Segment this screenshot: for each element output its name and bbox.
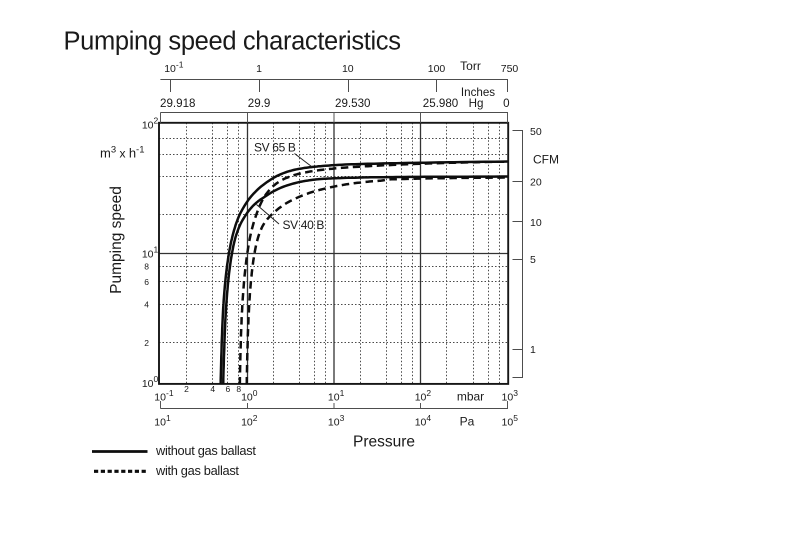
svg-text:29.9: 29.9 bbox=[248, 97, 271, 110]
svg-text:29.918: 29.918 bbox=[160, 97, 195, 110]
svg-text:0: 0 bbox=[503, 97, 509, 110]
svg-text:10: 10 bbox=[142, 120, 154, 132]
svg-text:6: 6 bbox=[144, 277, 149, 287]
svg-text:10: 10 bbox=[142, 249, 154, 261]
svg-text:50: 50 bbox=[530, 126, 542, 138]
svg-text:Pa: Pa bbox=[460, 415, 475, 429]
svg-text:with gas ballast: with gas ballast bbox=[155, 463, 239, 478]
svg-text:29.530: 29.530 bbox=[335, 97, 370, 110]
svg-text:2: 2 bbox=[184, 384, 189, 394]
svg-text:100: 100 bbox=[428, 63, 446, 75]
svg-text:10: 10 bbox=[342, 63, 354, 75]
svg-text:1: 1 bbox=[530, 344, 536, 356]
svg-text:CFM: CFM bbox=[533, 153, 559, 167]
svg-text:8: 8 bbox=[236, 384, 241, 394]
svg-text:mbar: mbar bbox=[457, 390, 484, 404]
svg-text:5: 5 bbox=[530, 254, 536, 266]
svg-text:Hg: Hg bbox=[469, 97, 484, 110]
svg-text:4: 4 bbox=[144, 300, 149, 310]
svg-text:8: 8 bbox=[144, 261, 149, 271]
svg-text:1: 1 bbox=[154, 245, 159, 255]
svg-text:20: 20 bbox=[530, 177, 542, 189]
svg-text:10: 10 bbox=[142, 378, 154, 390]
svg-text:Pressure: Pressure bbox=[353, 434, 415, 451]
svg-text:SV 40 B: SV 40 B bbox=[283, 218, 325, 232]
svg-text:25.980: 25.980 bbox=[423, 97, 458, 110]
svg-text:Pumping speed: Pumping speed bbox=[108, 186, 125, 294]
svg-text:2: 2 bbox=[144, 338, 149, 348]
svg-text:1: 1 bbox=[256, 63, 262, 75]
svg-text:without gas ballast: without gas ballast bbox=[155, 443, 256, 458]
svg-text:SV 65 B: SV 65 B bbox=[254, 141, 296, 155]
svg-text:Torr: Torr bbox=[460, 59, 481, 73]
svg-text:750: 750 bbox=[501, 63, 519, 75]
svg-text:2: 2 bbox=[154, 116, 159, 126]
svg-text:Pumping speed characteristics: Pumping speed characteristics bbox=[64, 28, 401, 56]
svg-text:10: 10 bbox=[530, 217, 542, 229]
svg-text:4: 4 bbox=[210, 384, 215, 394]
svg-text:Inches: Inches bbox=[461, 86, 495, 99]
svg-text:6: 6 bbox=[226, 384, 231, 394]
svg-text:0: 0 bbox=[154, 374, 159, 384]
